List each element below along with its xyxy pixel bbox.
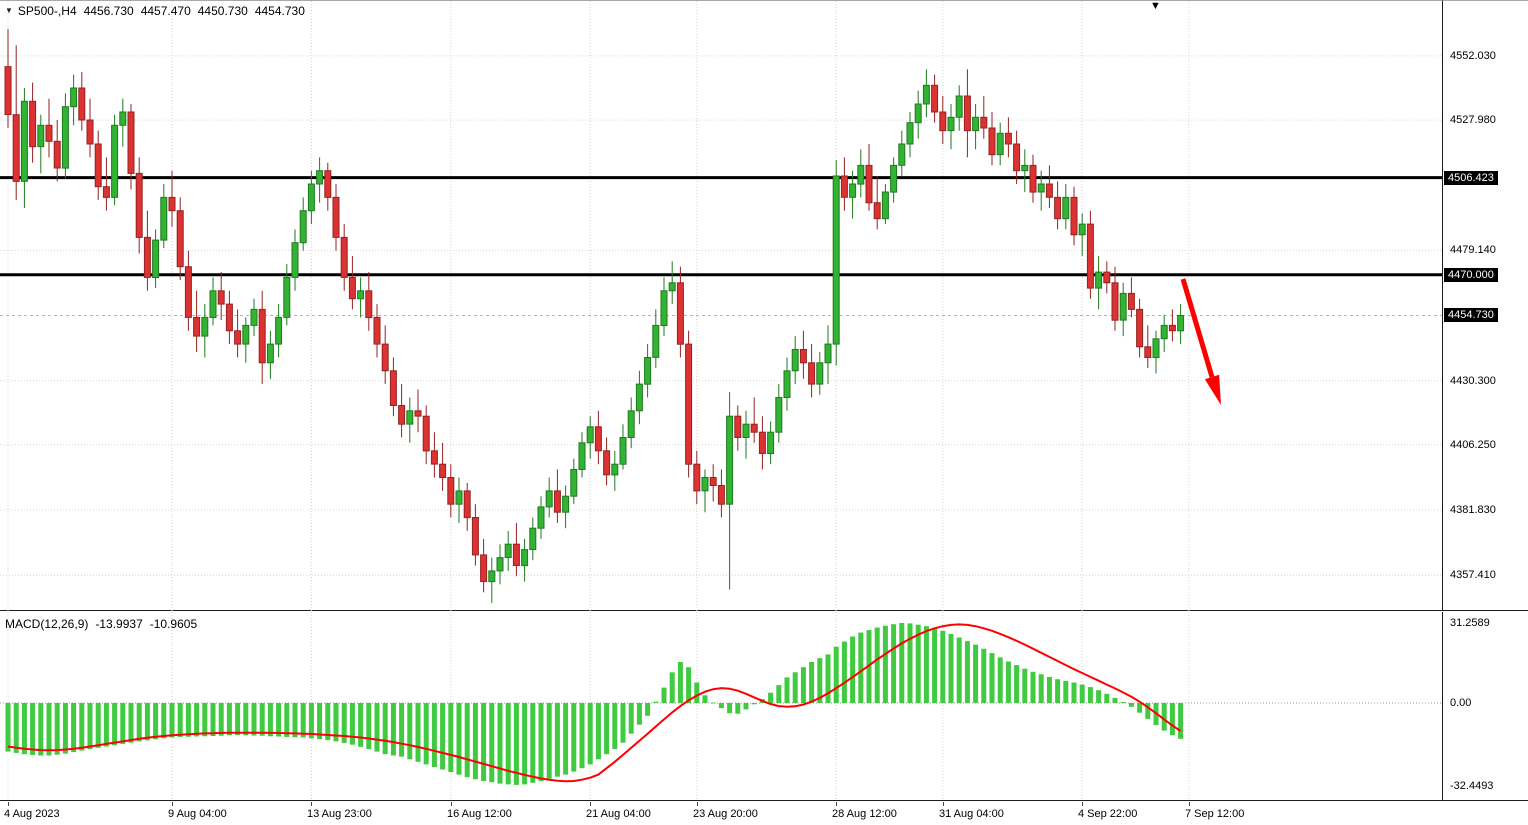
price-axis-label: 4527.980 — [1450, 114, 1496, 126]
open-value: 4456.730 — [83, 4, 134, 18]
time-tick — [836, 802, 837, 806]
close-value: 4454.730 — [254, 4, 305, 18]
symbol-timeframe-label: SP500-,H4 — [17, 4, 77, 18]
time-tick — [943, 802, 944, 806]
trend-arrow-head — [1204, 374, 1221, 405]
macd-axis[interactable]: 31.2589 0.00 -32.4493 — [1442, 612, 1528, 801]
time-axis-label: 9 Aug 04:00 — [168, 808, 227, 820]
collapse-toggle-icon[interactable]: ▼ — [5, 6, 13, 15]
macd-axis-label: -32.4493 — [1450, 780, 1494, 792]
price-chart-panel[interactable] — [0, 0, 1442, 612]
time-tick — [172, 802, 173, 806]
macd-signal-line — [7, 623, 1182, 783]
time-axis-label: 21 Aug 04:00 — [586, 808, 651, 820]
trend-arrow-annotation — [1180, 278, 1215, 378]
time-axis-label: 4 Aug 2023 — [4, 808, 60, 820]
time-axis-label: 7 Sep 12:00 — [1185, 808, 1245, 820]
high-value: 4457.470 — [140, 4, 191, 18]
time-tick — [311, 802, 312, 806]
time-axis-label: 13 Aug 23:00 — [307, 808, 372, 820]
time-axis-label: 16 Aug 12:00 — [447, 808, 512, 820]
time-tick — [697, 802, 698, 806]
hline-price-badge: 4470.000 — [1444, 268, 1498, 282]
time-tick — [1082, 802, 1083, 806]
price-axis-label: 4406.250 — [1450, 439, 1496, 451]
macd-main-value: -13.9937 — [95, 617, 143, 631]
ohlc-readout: ▼ SP500-,H4 4456.730 4457.470 4450.730 4454.7… — [5, 4, 312, 18]
low-value: 4450.730 — [197, 4, 248, 18]
hline-price-badge: 4506.423 — [1444, 171, 1498, 185]
macd-signal-value: -10.9605 — [149, 617, 198, 631]
macd-indicator-label: MACD(12,26,9) — [5, 617, 89, 631]
time-axis-label: 4 Sep 22:00 — [1078, 808, 1138, 820]
macd-axis-label: 0.00 — [1450, 697, 1472, 709]
time-tick — [590, 802, 591, 806]
chart-shift-marker-icon[interactable]: ▼ — [1150, 0, 1161, 12]
price-chart-canvas[interactable] — [0, 1, 1442, 612]
macd-canvas[interactable] — [0, 612, 1442, 801]
time-axis-label: 28 Aug 12:00 — [832, 808, 897, 820]
bid-price-badge: 4454.730 — [1444, 308, 1498, 322]
price-axis-label: 4479.140 — [1450, 244, 1496, 256]
macd-axis-label: 31.2589 — [1450, 617, 1490, 629]
time-axis-label: 23 Aug 20:00 — [693, 808, 758, 820]
price-axis-label: 4381.830 — [1450, 504, 1496, 516]
time-tick — [451, 802, 452, 806]
macd-readout: MACD(12,26,9) -13.9937 -10.9605 — [5, 617, 204, 631]
time-tick — [1189, 802, 1190, 806]
price-axis-label: 4357.410 — [1450, 569, 1496, 581]
price-axis[interactable]: 4552.030 4527.980 4479.140 4430.300 4406.250… — [1442, 0, 1528, 611]
price-axis-label: 4552.030 — [1450, 50, 1496, 62]
time-axis-label: 31 Aug 04:00 — [939, 808, 1004, 820]
time-axis[interactable]: 4 Aug 2023 9 Aug 04:00 13 Aug 23:00 16 Aug … — [0, 802, 1528, 825]
time-tick — [8, 802, 9, 806]
macd-panel[interactable] — [0, 612, 1442, 801]
price-axis-label: 4430.300 — [1450, 375, 1496, 387]
